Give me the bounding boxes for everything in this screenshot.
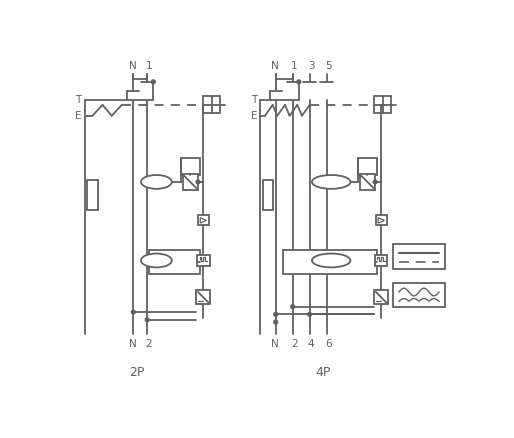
Bar — [182, 174, 198, 190]
Ellipse shape — [312, 175, 351, 189]
Bar — [198, 215, 209, 226]
Polygon shape — [378, 218, 384, 223]
Text: N: N — [128, 339, 136, 349]
Text: 2: 2 — [291, 339, 298, 349]
Text: 2: 2 — [145, 339, 152, 349]
Bar — [87, 180, 98, 210]
Circle shape — [152, 80, 155, 84]
Bar — [393, 244, 445, 269]
Circle shape — [132, 310, 135, 314]
Bar — [181, 158, 199, 175]
Text: E: E — [251, 111, 258, 121]
Text: 6: 6 — [325, 339, 332, 349]
Text: T: T — [251, 95, 258, 105]
Text: 1: 1 — [145, 61, 152, 71]
Bar — [358, 158, 377, 175]
Ellipse shape — [141, 254, 172, 267]
Circle shape — [373, 180, 377, 184]
Bar — [149, 251, 199, 274]
Circle shape — [297, 80, 301, 84]
Circle shape — [196, 180, 200, 184]
Bar — [197, 255, 210, 266]
Text: N: N — [128, 61, 136, 71]
Text: 5: 5 — [325, 61, 332, 71]
Polygon shape — [200, 218, 207, 223]
Circle shape — [308, 312, 311, 316]
Bar — [196, 290, 210, 304]
Text: N: N — [271, 339, 279, 349]
Bar — [204, 96, 221, 113]
Bar — [376, 215, 387, 226]
Ellipse shape — [141, 175, 172, 189]
Circle shape — [274, 312, 278, 316]
Bar — [374, 290, 388, 304]
Ellipse shape — [312, 254, 351, 267]
Text: 3: 3 — [308, 61, 315, 71]
Text: N: N — [271, 61, 279, 71]
Circle shape — [145, 318, 149, 321]
Bar — [283, 251, 377, 274]
Text: 4: 4 — [308, 339, 315, 349]
Circle shape — [274, 320, 278, 324]
Bar — [375, 255, 388, 266]
Circle shape — [291, 305, 295, 309]
Text: 1: 1 — [291, 61, 298, 71]
Bar — [263, 180, 273, 210]
Text: 4P: 4P — [316, 366, 331, 378]
Bar — [374, 96, 391, 113]
Bar — [393, 283, 445, 307]
Bar — [360, 174, 375, 190]
Text: T: T — [76, 95, 82, 105]
Text: 2P: 2P — [128, 366, 144, 378]
Text: E: E — [75, 111, 82, 121]
